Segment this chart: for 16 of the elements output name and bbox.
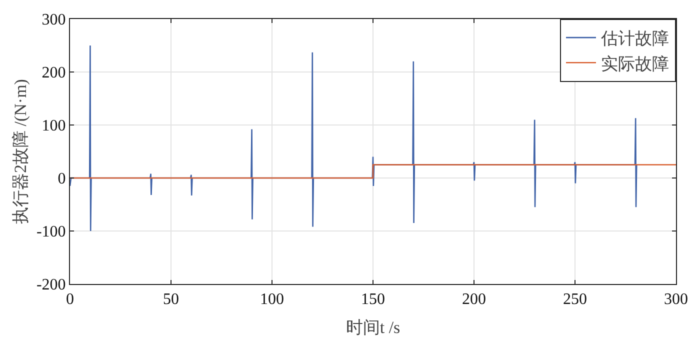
y-tick-label: 300 [42,12,66,29]
y-axis-title: 执行器2故障 /(N·m) [11,79,30,224]
x-tick-label: 100 [260,291,284,308]
y-tick-label: 200 [42,64,66,82]
legend-label: 实际故障 [601,54,669,74]
x-axis-title: 时间t /s [346,318,400,337]
y-tick-label: -200 [36,276,66,294]
x-tick-label: 200 [462,291,486,308]
legend-label: 估计故障 [600,29,669,48]
y-tick-label: 100 [42,118,66,135]
x-tick-label: 50 [163,291,179,308]
x-tick-label: 150 [361,291,385,308]
x-tick-label: 250 [563,291,587,308]
y-tick-label: 0 [58,170,66,188]
y-tick-label: -100 [36,224,66,241]
x-tick-label: 300 [664,291,688,308]
